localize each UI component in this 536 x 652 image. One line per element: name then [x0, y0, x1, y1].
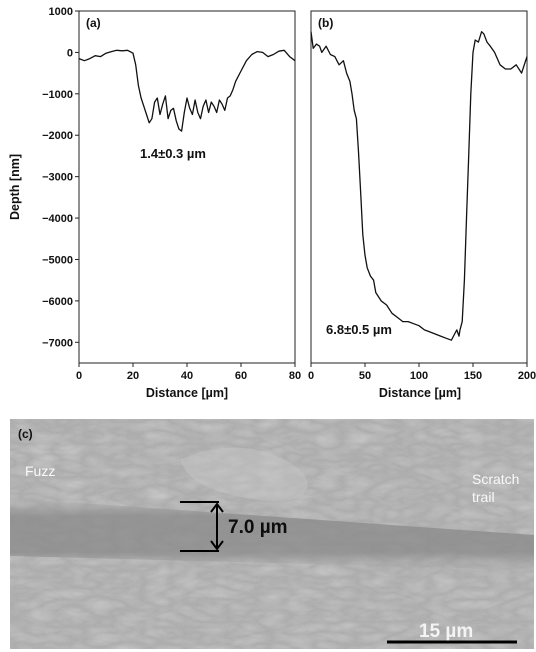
x-tick-label: 0	[308, 370, 314, 382]
y-tick-label: −5000	[42, 254, 73, 266]
width-marker	[180, 501, 224, 552]
scale-bar-label: 15 µm	[419, 621, 473, 642]
depth-profile-line-a	[78, 49, 296, 132]
x-tick-label: 60	[235, 370, 247, 382]
x-tick-label: 200	[518, 370, 536, 382]
width-value: 7.0 µm	[228, 517, 288, 538]
scratch-trail	[10, 498, 534, 570]
chart-panel-b: 0 50 100 150 200 (b) 6.8±0.5 µm Distance [µm…	[308, 10, 536, 400]
plot-frame-b	[310, 10, 528, 364]
x-tick-label: 0	[76, 370, 82, 382]
y-tick-label: −4000	[42, 213, 73, 225]
y-tick-label: 0	[67, 47, 73, 59]
x-axis-label-b: Distance [µm]	[379, 386, 461, 400]
y-tick-label: 1000	[49, 6, 73, 18]
micrograph-bright-ridge	[180, 447, 308, 501]
fuzz-label: Fuzz	[25, 463, 55, 479]
chart-panel-a: 0 20 40 60 80 1000 0 −1000 −2000 −3000 −4000 −5000 −…	[8, 6, 301, 400]
x-tick-label: 150	[464, 370, 482, 382]
sem-micrograph: (c) Fuzz Scratch trail 7.0 µm 15 µm	[10, 419, 534, 649]
x-tick-label: 80	[289, 370, 301, 382]
scratch-label: Scratch	[472, 471, 519, 487]
x-tick-label: 50	[359, 370, 371, 382]
y-tick-label: −1000	[42, 89, 73, 101]
y-tick-label: −3000	[42, 172, 73, 184]
panel-label-a: (a)	[86, 16, 101, 30]
tick-group-a: 0 20 40 60 80 1000 0 −1000 −2000 −3000 −4000 −5000 −…	[42, 6, 301, 382]
y-axis-label: Depth [nm]	[8, 154, 22, 220]
x-tick-label: 40	[181, 370, 193, 382]
annotation-b: 6.8±0.5 µm	[326, 322, 392, 337]
trail-label: trail	[472, 489, 495, 505]
x-tick-label: 20	[127, 370, 139, 382]
plot-frame-a	[78, 10, 296, 364]
panel-label-b: (b)	[318, 16, 333, 30]
annotation-a: 1.4±0.3 µm	[140, 146, 206, 161]
x-axis-label-a: Distance [µm]	[146, 386, 228, 400]
y-tick-label: −7000	[42, 337, 73, 349]
tick-group-b: 0 50 100 150 200	[308, 363, 536, 382]
y-tick-label: −2000	[42, 130, 73, 142]
x-tick-label: 100	[410, 370, 428, 382]
depth-profile-line-b	[310, 31, 528, 341]
panel-label-c: (c)	[18, 427, 33, 441]
y-tick-label: −6000	[42, 296, 73, 308]
